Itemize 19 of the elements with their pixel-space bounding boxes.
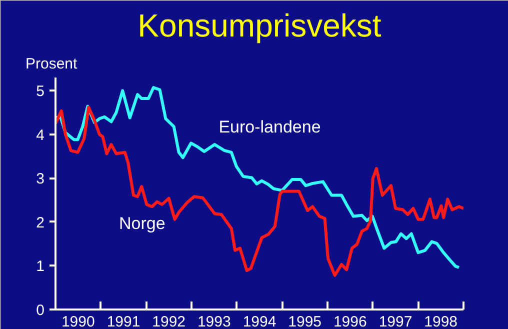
- y-tick-label: 3: [36, 170, 44, 188]
- chart-title: Konsumprisvekst: [138, 8, 382, 44]
- series-label: Euro-landene: [218, 118, 321, 137]
- y-tick-label: 0: [36, 302, 44, 319]
- x-tick-label: 1998: [424, 314, 458, 329]
- x-tick-label: 1994: [242, 314, 276, 329]
- y-axis-title: Prosent: [26, 56, 78, 72]
- x-tick-label: 1991: [106, 314, 140, 329]
- x-tick-label: 1997: [378, 314, 412, 329]
- x-tick-label: 1990: [61, 314, 95, 329]
- series-label: Norge: [118, 214, 166, 233]
- x-tick-label: 1996: [333, 314, 367, 329]
- y-tick-label: 1: [36, 258, 44, 276]
- x-tick-label: 1995: [288, 314, 322, 329]
- x-tick-label: 1993: [197, 314, 231, 329]
- x-tick-label: 1992: [152, 314, 186, 329]
- y-tick-label: 5: [36, 83, 44, 100]
- y-tick-label: 4: [36, 126, 44, 144]
- y-tick-label: 2: [36, 214, 44, 232]
